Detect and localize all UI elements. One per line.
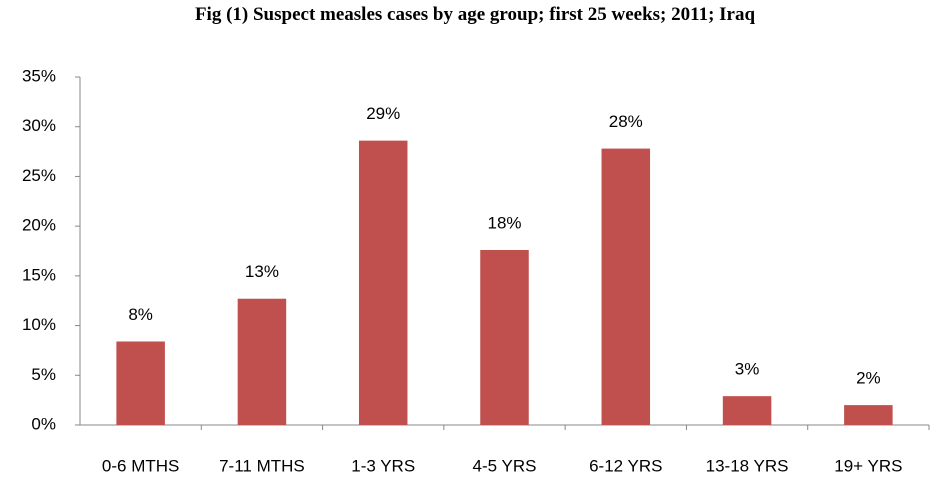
x-tick-label: 13-18 YRS bbox=[706, 456, 789, 475]
y-tick-label: 20% bbox=[22, 216, 56, 235]
value-label: 3% bbox=[735, 360, 760, 379]
value-label: 29% bbox=[366, 104, 400, 123]
bar bbox=[601, 148, 651, 426]
x-tick-label: 0-6 MTHS bbox=[102, 456, 179, 475]
bar bbox=[358, 140, 408, 426]
bar bbox=[722, 396, 772, 425]
bar bbox=[237, 298, 287, 425]
y-tick-label: 35% bbox=[22, 66, 56, 85]
x-tick-label: 6-12 YRS bbox=[589, 456, 662, 475]
y-tick-label: 10% bbox=[22, 315, 56, 334]
y-tick-label: 5% bbox=[31, 365, 56, 384]
bar bbox=[116, 341, 165, 425]
value-label: 18% bbox=[487, 213, 521, 232]
chart-title: Fig (1) Suspect measles cases by age gro… bbox=[194, 4, 756, 25]
x-tick-label: 7-11 MTHS bbox=[219, 456, 305, 475]
value-label: 28% bbox=[609, 112, 643, 131]
bar bbox=[844, 405, 893, 425]
y-tick-label: 0% bbox=[31, 414, 56, 433]
value-label: 13% bbox=[245, 262, 279, 281]
x-tick-label: 19+ YRS bbox=[834, 456, 902, 475]
bar bbox=[480, 250, 529, 425]
value-label: 2% bbox=[856, 369, 881, 388]
x-tick-label: 4-5 YRS bbox=[473, 456, 537, 475]
value-label: 8% bbox=[128, 305, 153, 324]
y-tick-label: 30% bbox=[22, 116, 56, 135]
y-tick-label: 15% bbox=[22, 265, 56, 284]
x-tick-label: 1-3 YRS bbox=[351, 456, 415, 475]
y-tick-label: 25% bbox=[22, 166, 56, 185]
